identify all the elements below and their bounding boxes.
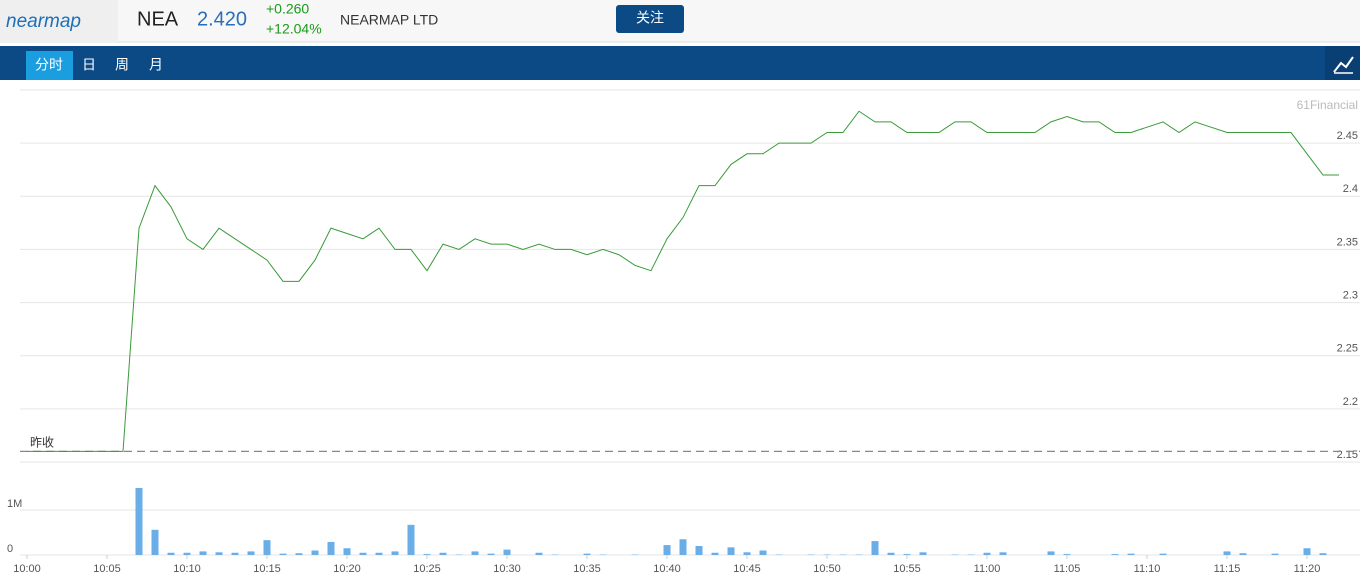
y-tick-label: 2.3 (1343, 289, 1358, 301)
volume-bar (407, 524, 415, 555)
volume-bar (359, 552, 367, 555)
price-line (27, 110, 1339, 452)
volume-bar (167, 552, 175, 555)
volume-bar (1239, 553, 1247, 555)
volume-bar (1159, 553, 1167, 555)
follow-button[interactable] (616, 5, 684, 33)
x-tick-label: 10:35 (573, 563, 601, 575)
active-tab[interactable] (26, 51, 73, 80)
prev-close-label: 昨收 (30, 436, 54, 450)
x-tick-label: 10:25 (413, 563, 441, 575)
tab-bar (0, 46, 1360, 80)
x-tick-label: 10:05 (93, 563, 121, 575)
volume-bar (679, 539, 687, 555)
volume-bar (743, 552, 751, 555)
volume-bar (183, 552, 191, 555)
volume-bar (1047, 551, 1055, 555)
price-change-pct: +12.04% (266, 21, 322, 37)
volume-bar (231, 552, 239, 555)
x-tick-label: 11:00 (974, 563, 1001, 575)
y-tick-label: 2.4 (1343, 183, 1358, 195)
x-tick-label: 11:15 (1214, 563, 1241, 575)
volume-bar (759, 550, 767, 555)
volume-bar (135, 487, 143, 555)
x-tick-label: 10:55 (893, 563, 921, 575)
volume-bar (983, 552, 991, 555)
follow-button-label[interactable]: 关注 (636, 10, 664, 26)
company-name: NEARMAP LTD (340, 12, 438, 28)
tab[interactable]: 月 (149, 57, 163, 73)
price-change: +0.260 (266, 1, 309, 17)
volume-bar (1319, 553, 1327, 555)
volume-bar (471, 551, 479, 555)
volume-bar (1063, 554, 1071, 555)
volume-bar (263, 540, 271, 555)
volume-bar (199, 551, 207, 555)
x-tick-label: 11:05 (1054, 563, 1081, 575)
y-tick-label: 2.25 (1337, 343, 1358, 355)
volume-bar (1271, 553, 1279, 555)
volume-bar (151, 529, 159, 555)
tab[interactable]: 周 (115, 57, 129, 73)
volume-bar (871, 541, 879, 555)
x-tick-label: 10:50 (813, 563, 841, 575)
volume-bar (423, 554, 431, 555)
volume-bar (295, 553, 303, 555)
logo-box (0, 0, 118, 42)
x-tick-label: 11:20 (1294, 563, 1321, 575)
volume-bar (247, 551, 255, 555)
tab[interactable]: 日 (82, 57, 96, 73)
x-tick-label: 10:15 (253, 563, 281, 575)
volume-bar (727, 547, 735, 555)
stock-price: 2.420 (197, 8, 247, 30)
volume-bar (535, 552, 543, 555)
y-tick-label: 0 (7, 543, 13, 555)
volume-bar (1223, 551, 1231, 555)
x-tick-label: 10:00 (13, 563, 41, 575)
logo: nearmap (6, 11, 81, 32)
volume-bar (1303, 548, 1311, 555)
volume-bar (439, 552, 447, 555)
volume-bar (487, 553, 495, 555)
volume-bar (311, 550, 319, 555)
volume-bar (695, 546, 703, 555)
x-tick-label: 10:45 (733, 563, 761, 575)
x-tick-label: 10:30 (493, 563, 521, 575)
tab[interactable]: 分时 (35, 57, 63, 73)
volume-bar (503, 549, 511, 555)
volume-bar (1127, 553, 1135, 555)
volume-bar (919, 552, 927, 555)
y-tick-label: 2.15 (1337, 449, 1358, 461)
volume-bar (1111, 554, 1119, 555)
volume-bar (327, 541, 335, 555)
stock-code: NEA (137, 8, 179, 30)
volume-bar (391, 551, 399, 555)
y-tick-label: 2.2 (1343, 396, 1358, 408)
chart-icon[interactable] (1333, 56, 1354, 73)
volume-bar (903, 554, 911, 555)
y-tick-label: 2.35 (1337, 236, 1358, 248)
volume-bar (711, 552, 719, 555)
volume-bar (583, 553, 591, 555)
x-tick-label: 10:10 (173, 563, 201, 575)
volume-bar (279, 553, 287, 555)
y-tick-label: 2.45 (1337, 130, 1358, 142)
volume-bar (887, 552, 895, 555)
watermark: 61Financial (1297, 98, 1358, 112)
y-tick-label: 1M (7, 498, 22, 510)
x-tick-label: 11:10 (1134, 563, 1161, 575)
x-tick-label: 10:40 (653, 563, 681, 575)
x-tick-label: 10:20 (333, 563, 361, 575)
volume-bar (663, 545, 671, 555)
volume-bar (999, 552, 1007, 555)
volume-bar (375, 552, 383, 555)
volume-bar (215, 552, 223, 555)
volume-bar (343, 548, 351, 555)
